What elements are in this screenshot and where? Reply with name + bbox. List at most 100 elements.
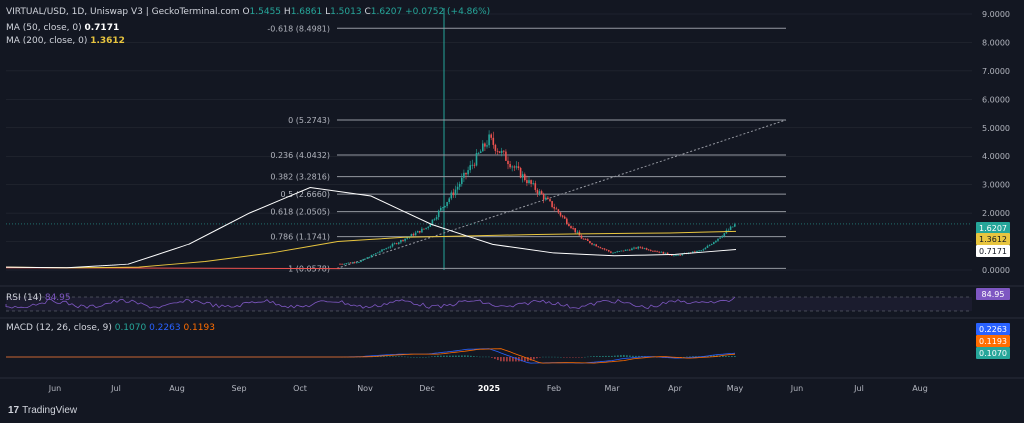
macd-hist-bar [479,356,481,358]
price-tag: 1.6207 [979,224,1007,233]
macd-hist-bar [557,356,559,358]
candle-body [622,250,625,252]
candle-body [423,228,425,230]
candle-body [372,254,375,256]
candle-body [698,250,700,252]
macd-hist-bar [584,356,586,358]
macd-hist-bar [581,357,583,358]
open-value: 1.5455 [249,7,282,17]
macd-hist-bar [452,355,454,357]
macd-hist-bar [614,355,616,357]
candle-body [410,234,413,237]
candle-body [530,180,532,184]
tradingview-brand[interactable]: 17 TradingView [8,405,78,416]
candle-body [631,248,633,251]
macd-hist-bar [428,356,430,358]
candle-body [360,260,362,263]
candle-body [710,244,713,245]
hist-value: 0.1193 [183,323,215,333]
ma50-tag: 0.7171 [979,247,1007,256]
candle-body [356,262,358,264]
macd-hist-bar [437,355,439,357]
candle-body [425,227,427,229]
macd-hist-bar [380,356,382,357]
macd-hist-bar [608,355,610,357]
close-value: 1.6207 [370,7,403,17]
candle-body [437,210,440,218]
candle-body [450,192,453,199]
rsi-legend[interactable]: RSI (14) 84.95 [6,293,71,303]
candle-body [614,252,616,254]
candle-body [505,151,507,161]
candle-body [658,251,660,253]
macd-value-tag-bg [976,347,1010,359]
candle-body [641,247,644,249]
macd-hist-bar [683,356,685,358]
candle-body [547,197,549,200]
x-tick-label: 2025 [478,384,501,393]
candle-body [568,223,570,227]
candle-body [404,238,406,241]
macd-hist-bar [566,357,568,358]
candle-body [729,226,732,230]
candle-body [524,174,526,181]
macd-hist-bar [464,355,466,357]
candle-body [496,150,499,152]
candle-body [517,166,520,169]
candle-body [351,262,354,264]
candle-body [362,259,364,261]
macd-hist-bar [539,357,541,358]
candle-body [542,194,545,200]
candle-body [584,239,587,240]
candle-body [511,166,513,168]
candle-body [731,226,734,228]
candle-body [521,174,524,178]
macd-hist-bar [407,356,409,358]
candle-body [534,183,537,190]
macd-hist-bar [563,357,565,358]
candle-body [629,249,631,251]
candle-body [734,224,736,227]
candle-body [385,248,387,250]
ma50-legend[interactable]: MA (50, close, 0) 0.7171 [6,23,120,33]
candle-body [574,228,576,233]
x-tick-label: Jun [790,384,804,393]
candle-body [664,252,667,254]
macd-hist-bar [590,356,592,357]
macd-hist-bar [692,356,694,357]
candle-body [576,231,579,233]
candle-body [440,207,442,211]
macd-hist-bar [401,356,403,357]
macd-hist-bar [731,356,733,357]
macd-hist-bar [455,355,457,357]
candle-body [679,254,681,256]
candle-body [700,250,702,252]
macd-hist-tag: 0.1193 [979,337,1007,346]
candle-body [704,247,707,250]
ma50-value: 0.7171 [84,23,120,33]
macd-hist-bar [458,355,460,357]
candle-body [559,212,562,216]
candle-body [549,199,551,202]
macd-hist-bar [578,357,580,358]
x-tick-label: Aug [912,384,928,393]
candle-body [605,249,608,251]
candle-body [656,251,658,253]
macd-hist-bar [560,356,562,358]
candle-body [477,152,480,154]
rsi-tag-bg [976,288,1010,300]
ma200-legend[interactable]: MA (200, close, 0) 1.3612 [6,36,125,46]
candle-body [566,218,568,224]
y-tick-label: 3.0000 [982,181,1010,190]
candle-body [587,239,589,241]
macd-hist-bar [416,357,418,358]
candle-body [366,257,369,259]
candle-body [536,189,539,194]
candle-body [696,250,698,253]
candle-body [723,233,726,237]
macd-hist-bar [515,357,517,362]
candle-body [484,143,486,147]
macd-legend[interactable]: MACD (12, 26, close, 9) 0.1070 0.2263 0.… [6,323,215,333]
macd-hist-bar [680,357,682,358]
